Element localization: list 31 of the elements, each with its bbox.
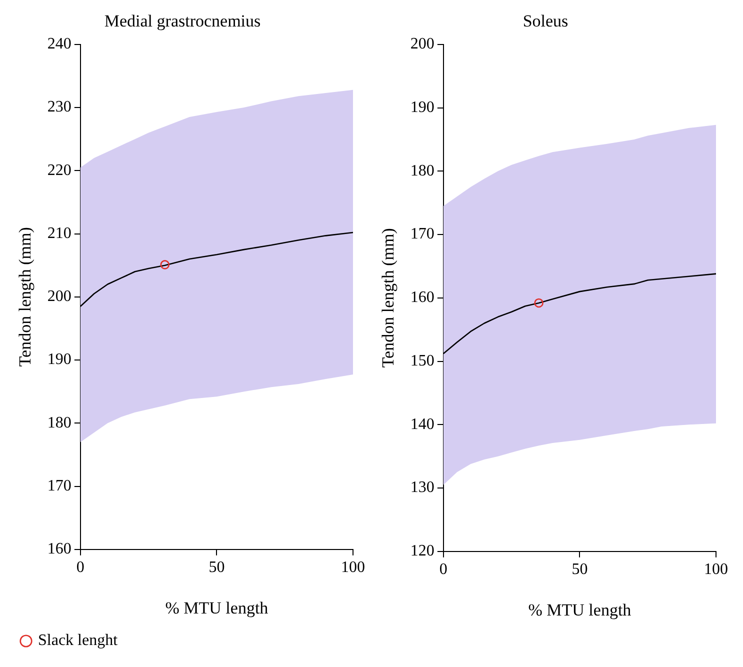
y-tick-label: 170 bbox=[47, 477, 72, 494]
y-tick-label: 230 bbox=[47, 98, 72, 116]
y-tick-label: 120 bbox=[410, 542, 434, 560]
y-tick-label: 180 bbox=[410, 162, 434, 180]
y-tick-label: 160 bbox=[410, 289, 434, 306]
y-tick-label: 190 bbox=[47, 351, 72, 368]
x-tick-label: 0 bbox=[76, 559, 84, 576]
x-tick-label: 50 bbox=[208, 559, 225, 576]
x-tick-label: 0 bbox=[439, 561, 448, 578]
chart-title: Soleus bbox=[522, 12, 568, 31]
y-tick-label: 140 bbox=[410, 416, 434, 433]
y-tick-label: 220 bbox=[47, 162, 72, 179]
y-tick-label: 200 bbox=[47, 288, 72, 306]
y-axis-title: Tendon length (mm) bbox=[378, 228, 398, 368]
y-tick-label: 180 bbox=[47, 414, 72, 432]
y-tick-label: 160 bbox=[47, 540, 72, 558]
y-tick-label: 150 bbox=[410, 352, 434, 370]
x-tick-label: 100 bbox=[341, 559, 365, 576]
x-axis-title: % MTU length bbox=[165, 598, 269, 618]
x-axis-title: % MTU length bbox=[528, 600, 632, 620]
x-tick-label: 100 bbox=[704, 561, 728, 578]
y-tick-label: 210 bbox=[47, 224, 72, 242]
legend-label: Slack lenght bbox=[38, 632, 118, 650]
y-axis-title: Tendon length (mm) bbox=[16, 227, 35, 367]
y-tick-label: 190 bbox=[410, 98, 434, 116]
y-tick-label: 240 bbox=[47, 36, 72, 53]
y-tick-label: 200 bbox=[410, 36, 434, 53]
y-tick-label: 170 bbox=[410, 226, 434, 243]
chart-title: Medial grastrocnemius bbox=[104, 12, 261, 31]
x-tick-label: 50 bbox=[572, 561, 588, 578]
y-tick-label: 130 bbox=[410, 479, 434, 496]
